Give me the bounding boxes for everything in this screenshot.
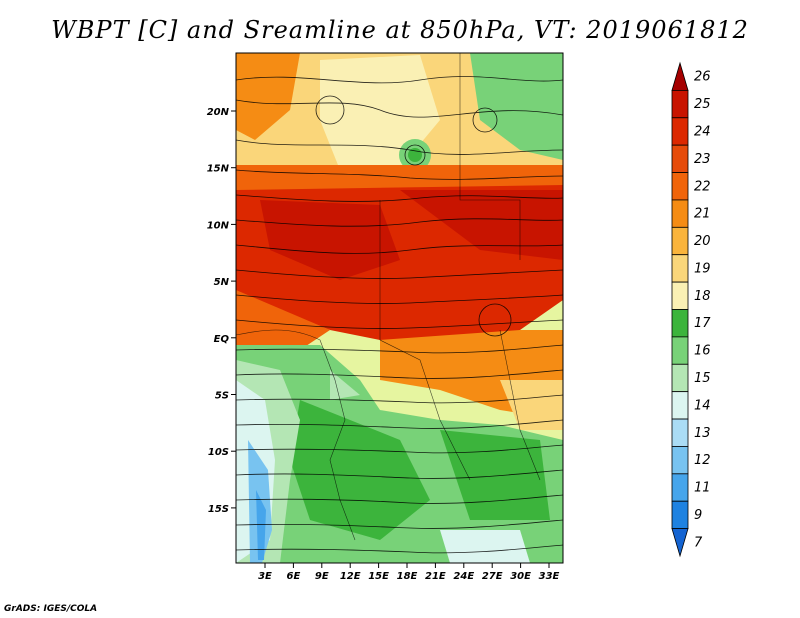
lon-tick-label: 21E [425, 571, 446, 582]
colorbar-swatch [671, 391, 689, 420]
colorbar-level-label: 16 [694, 344, 711, 359]
lon-tick-label: 24E [453, 571, 474, 582]
colorbar-swatch [671, 418, 689, 447]
colorbar-swatch [671, 61, 689, 91]
colorbar-swatch [671, 446, 689, 475]
colorbar-level-label: 9 [694, 508, 702, 523]
lat-tick-label: 5N [214, 277, 230, 288]
colorbar-swatch [671, 363, 689, 393]
colorbar-swatch [671, 172, 689, 201]
colorbar-swatch [671, 336, 689, 365]
colorbar-level-label: 21 [694, 207, 711, 222]
colorbar-level-label: 19 [694, 261, 711, 276]
colorbar-swatch [671, 473, 689, 502]
colorbar-level-label: 24 [694, 124, 711, 139]
map-frame [235, 52, 564, 564]
colorbar-swatch [671, 309, 689, 338]
lon-tick-label: 27E [482, 571, 503, 582]
colorbar-swatch [671, 281, 689, 310]
colorbar-level-label: 20 [694, 234, 711, 249]
colorbar-swatch [671, 226, 689, 256]
colorbar-level-label: 11 [694, 481, 711, 496]
colorbar-level-label: 25 [694, 97, 711, 112]
longitude-axis: 3E 6E 9E 12E 15E 18E 21E 24E 27E 30E 33E [258, 563, 560, 582]
map-title: WBPT [C] and Sreamline at 850hPa, VT: 20… [51, 16, 749, 44]
lat-tick-label: 10S [208, 447, 229, 458]
lat-tick-label: 20N [207, 107, 230, 118]
colorbar-swatch [671, 89, 689, 119]
colorbar-level-label: 22 [694, 179, 711, 194]
footer-credit: GrADS: IGES/COLA [4, 604, 98, 614]
colorbar-level-label: 12 [694, 453, 711, 468]
colorbar-level-label: 7 [694, 535, 703, 550]
lat-tick-label: EQ [214, 334, 230, 345]
lat-tick-label: 15S [208, 504, 229, 515]
colorbar-swatch [671, 254, 689, 283]
colorbar-swatch [671, 117, 689, 146]
lat-tick-label: 10N [207, 220, 230, 231]
colorbar-level-label: 13 [694, 426, 711, 441]
lon-tick-label: 6E [287, 571, 301, 582]
wbpt-field [236, 53, 563, 563]
colorbar-level-label: 18 [694, 289, 711, 304]
colorbar-level-label: 14 [694, 398, 711, 413]
lon-tick-label: 30E [510, 571, 531, 582]
latitude-axis: 20N 15N 10N 5N EQ 5S 10S 15S [207, 107, 236, 515]
colorbar-swatch [671, 500, 689, 530]
lon-tick-label: 18E [397, 571, 418, 582]
lat-tick-label: 5S [215, 391, 229, 402]
lon-tick-label: 3E [258, 571, 272, 582]
colorbar [671, 61, 689, 558]
colorbar-level-label: 15 [694, 371, 711, 386]
colorbar-level-label: 17 [694, 316, 711, 331]
colorbar-level-label: 23 [694, 152, 711, 167]
colorbar-swatch [671, 199, 689, 228]
colorbar-swatch [671, 144, 689, 173]
lon-tick-label: 15E [368, 571, 389, 582]
lon-tick-label: 33E [539, 571, 560, 582]
colorbar-labels: 26 25 24 23 22 21 20 19 18 17 16 15 14 13 12 11 9 7 [694, 70, 711, 551]
colorbar-level-label: 26 [694, 70, 711, 85]
lon-tick-label: 12E [340, 571, 361, 582]
lat-tick-label: 15N [207, 164, 230, 175]
lon-tick-label: 9E [315, 571, 329, 582]
colorbar-swatch [671, 528, 689, 558]
